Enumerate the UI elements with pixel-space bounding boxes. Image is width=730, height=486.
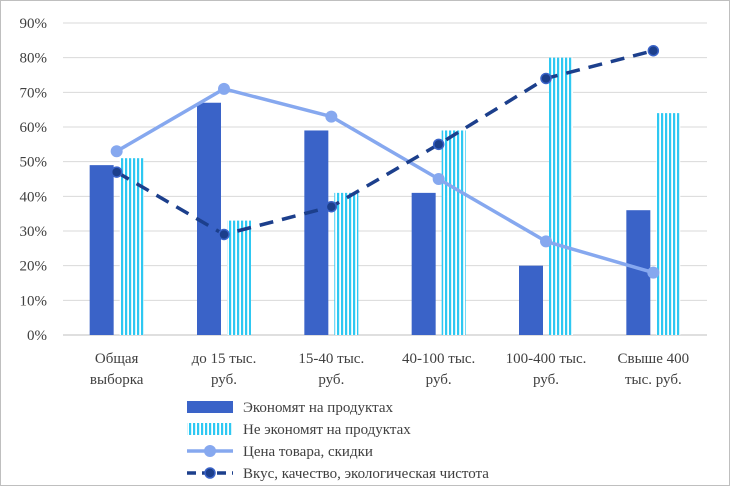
point-price-discounts — [647, 266, 660, 279]
bar-not-economize — [656, 113, 681, 335]
legend-label: Цена товара, скидки — [243, 444, 373, 460]
legend-label: Не экономят на продуктах — [243, 422, 411, 438]
x-category-label: до 15 тыс. — [192, 351, 257, 367]
y-tick-label: 20% — [20, 259, 48, 275]
y-axis-ticks: 0% 10% 20% 30% 40% 50% 60% 70% 80% 90% — [20, 16, 48, 344]
bar-economize — [411, 192, 436, 335]
bar-economize — [89, 165, 114, 335]
line-taste-quality — [115, 49, 654, 237]
y-tick-label: 10% — [20, 293, 48, 309]
bar-economize — [304, 130, 329, 335]
point-taste-quality — [218, 228, 230, 241]
bar-not-economize — [227, 220, 251, 335]
legend: Экономят на продуктах Не экономят на прод… — [187, 400, 489, 482]
point-price-discounts — [110, 145, 123, 158]
y-tick-label: 80% — [20, 51, 48, 67]
bar-economize — [519, 265, 543, 335]
point-taste-quality — [540, 72, 552, 85]
point-price-discounts — [432, 173, 445, 185]
point-taste-quality — [325, 200, 338, 213]
point-price-discounts — [540, 235, 552, 248]
y-tick-label: 60% — [20, 120, 48, 136]
bars — [89, 57, 681, 336]
y-tick-label: 90% — [20, 16, 48, 32]
point-taste-quality — [110, 166, 123, 178]
legend-swatch-not-economize — [187, 423, 233, 435]
y-tick-label: 0% — [27, 328, 47, 344]
y-tick-label: 70% — [20, 85, 48, 101]
x-category-label: Свыше 400 — [618, 351, 690, 367]
bar-not-economize — [334, 192, 359, 335]
x-axis-categories: Общая выборка до 15 тыс. руб. 15-40 тыс. руб.… — [90, 351, 689, 388]
point-taste-quality — [432, 138, 445, 151]
x-category-label: руб. — [318, 372, 344, 388]
bar-economize — [197, 102, 221, 335]
legend-marker-price-discounts — [204, 445, 216, 457]
point-price-discounts — [218, 82, 230, 95]
x-category-label: руб. — [211, 372, 237, 388]
point-taste-quality — [647, 44, 660, 57]
gridlines — [63, 22, 707, 336]
legend-swatch-economize — [187, 401, 233, 413]
lines — [110, 44, 660, 279]
bar-not-economize — [119, 158, 144, 335]
x-category-label: 40-100 тыс. — [402, 351, 475, 367]
bar-not-economize — [441, 130, 466, 335]
point-price-discounts — [325, 110, 338, 123]
x-category-label: руб. — [426, 372, 452, 388]
x-category-label: 15-40 тыс. — [298, 351, 364, 367]
y-tick-label: 30% — [20, 224, 48, 240]
legend-marker-taste-quality — [204, 467, 216, 479]
x-category-label: руб. — [533, 372, 559, 388]
y-tick-label: 50% — [20, 155, 48, 171]
x-category-label: Общая — [95, 351, 139, 367]
line-price-discounts — [115, 87, 654, 275]
x-category-label: выборка — [90, 372, 144, 388]
x-category-label: тыс. руб. — [625, 372, 682, 388]
legend-label: Вкус, качество, экологическая чистота — [243, 466, 489, 482]
bar-not-economize — [549, 57, 573, 336]
y-tick-label: 40% — [20, 189, 48, 205]
bar-economize — [626, 210, 651, 335]
legend-label: Экономят на продуктах — [243, 400, 394, 416]
x-category-label: 100-400 тыс. — [506, 351, 587, 367]
